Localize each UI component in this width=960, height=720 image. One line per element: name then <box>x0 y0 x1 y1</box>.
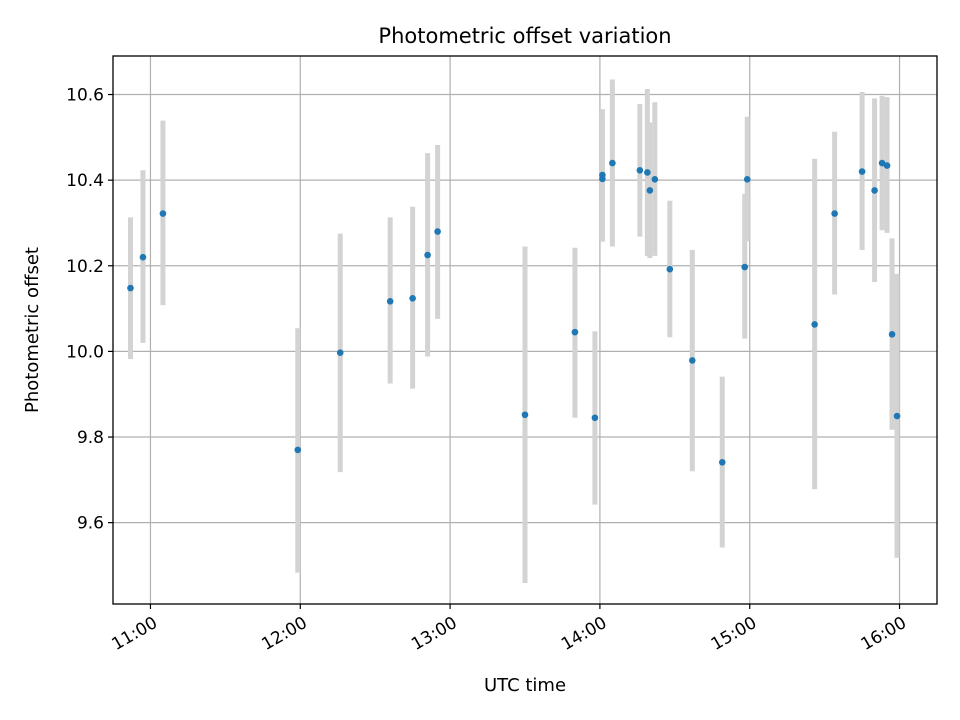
data-point <box>434 228 441 235</box>
data-point <box>688 357 696 364</box>
y-tick-label: 9.8 <box>77 428 104 448</box>
data-point <box>609 159 616 167</box>
data-point <box>893 412 901 420</box>
x-tick-label: 16:00 <box>858 613 910 655</box>
y-axis-label: Photometric offset <box>22 247 43 413</box>
x-tick-label: 11:00 <box>109 613 161 655</box>
y-tick-label: 10.4 <box>66 171 104 191</box>
data-point <box>159 210 167 217</box>
data-point <box>741 263 749 271</box>
y-tick-label: 10.0 <box>66 342 104 362</box>
data-point <box>127 284 134 292</box>
data-point <box>409 295 416 302</box>
data-point <box>883 162 891 169</box>
data-point <box>878 159 886 167</box>
data-point <box>591 414 599 422</box>
chart-title: Photometric offset variation <box>378 24 671 48</box>
x-tick-label: 13:00 <box>408 613 460 655</box>
data-point <box>336 349 344 356</box>
data-point <box>636 167 644 174</box>
data-point <box>644 169 651 176</box>
data-point <box>811 321 818 328</box>
data-point <box>831 210 838 217</box>
y-tick-label: 10.2 <box>66 257 104 277</box>
x-tick-label: 14:00 <box>558 613 610 655</box>
data-point <box>888 330 896 338</box>
x-tick-label: 12:00 <box>258 613 310 655</box>
data-point <box>571 328 579 336</box>
data-point <box>424 251 431 259</box>
plot-frame <box>112 55 938 605</box>
data-point <box>718 458 726 466</box>
point-layer <box>127 159 901 466</box>
data-point <box>646 187 654 194</box>
data-point <box>139 253 147 261</box>
data-point <box>386 298 394 305</box>
errorbar-layer <box>127 79 900 584</box>
x-tick-label: 15:00 <box>708 613 760 655</box>
tick-layer: 11:00 12:00 13:00 14:00 15:00 16:00 9.6 9.8 10.0… <box>66 86 910 655</box>
data-point <box>521 411 529 419</box>
y-tick-label: 9.6 <box>77 514 104 534</box>
data-point <box>599 175 606 183</box>
data-point <box>871 187 878 194</box>
y-tick-label: 10.6 <box>66 86 104 106</box>
x-axis-label: UTC time <box>484 675 566 696</box>
data-point <box>743 176 751 183</box>
data-point <box>666 265 674 273</box>
data-point <box>858 168 866 175</box>
data-point <box>651 176 659 183</box>
data-point <box>294 446 302 454</box>
